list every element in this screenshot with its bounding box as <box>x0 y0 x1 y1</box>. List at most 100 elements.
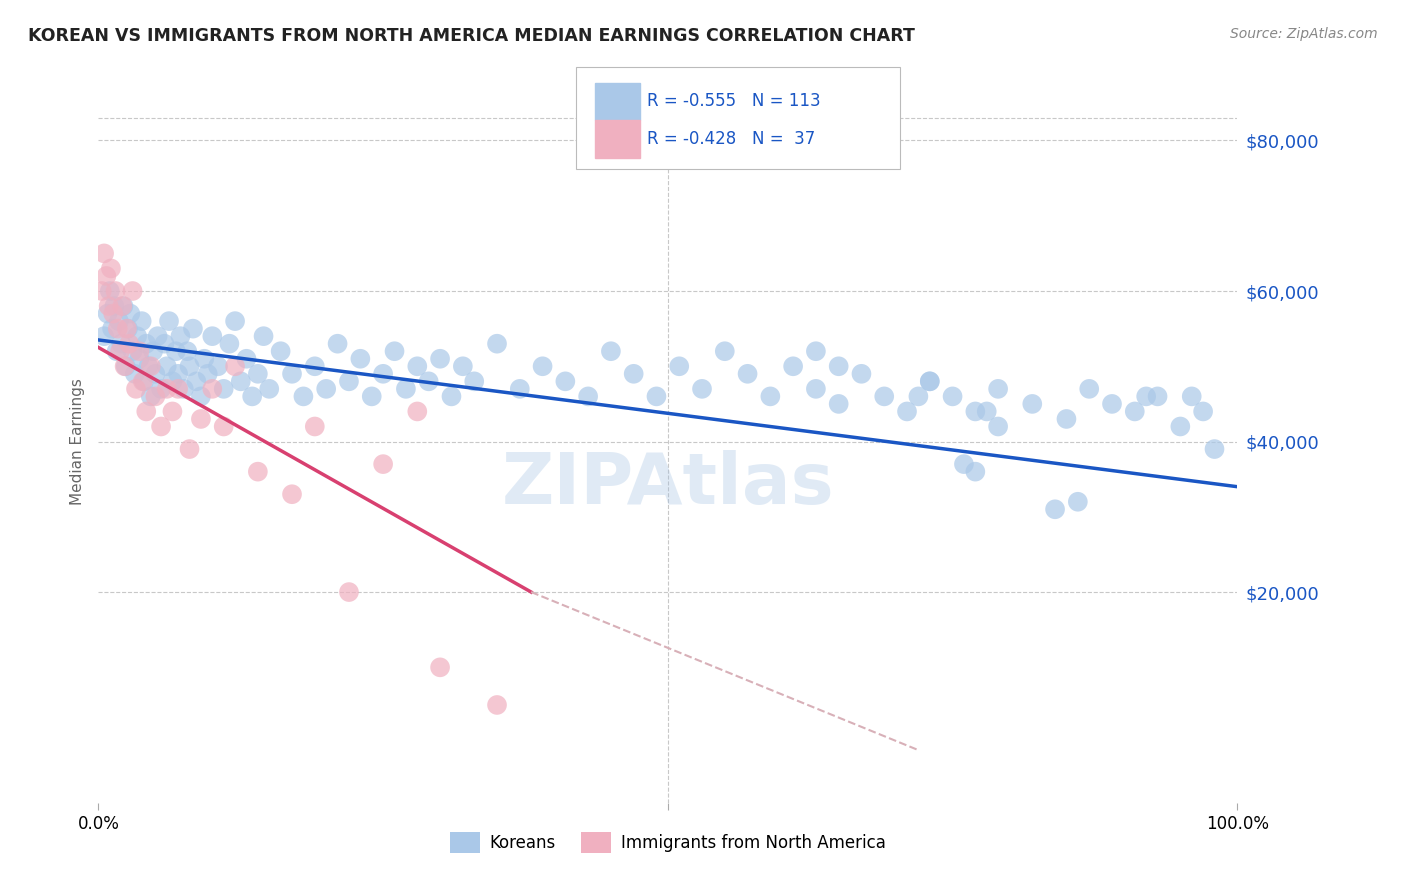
Point <box>1135 389 1157 403</box>
Text: Source: ZipAtlas.com: Source: ZipAtlas.com <box>1230 27 1378 41</box>
Point <box>509 382 531 396</box>
Point <box>121 344 143 359</box>
Point <box>162 375 184 389</box>
Point <box>179 359 201 374</box>
Point <box>186 375 208 389</box>
Point <box>326 336 349 351</box>
Point <box>190 389 212 403</box>
Legend: Koreans, Immigrants from North America: Koreans, Immigrants from North America <box>443 826 893 860</box>
Point <box>173 382 195 396</box>
Point <box>782 359 804 374</box>
Point <box>193 351 215 366</box>
Point <box>167 367 190 381</box>
Point <box>486 698 509 712</box>
Point <box>690 382 713 396</box>
Point <box>162 404 184 418</box>
Text: ZIPAtlas: ZIPAtlas <box>502 450 834 519</box>
Point <box>896 404 918 418</box>
Point <box>304 419 326 434</box>
Point <box>292 389 315 403</box>
Point <box>1054 412 1078 426</box>
Point <box>360 389 382 403</box>
Point <box>145 367 167 381</box>
Point <box>953 457 976 471</box>
Point <box>395 382 418 396</box>
Point <box>107 321 129 335</box>
Point <box>165 344 187 359</box>
Point <box>156 382 179 396</box>
Point <box>281 367 304 381</box>
Point <box>384 344 406 359</box>
Point <box>429 351 451 366</box>
Point <box>124 367 146 381</box>
Point <box>281 487 304 501</box>
Point <box>1043 502 1066 516</box>
Point <box>851 367 873 381</box>
Text: KOREAN VS IMMIGRANTS FROM NORTH AMERICA MEDIAN EARNINGS CORRELATION CHART: KOREAN VS IMMIGRANTS FROM NORTH AMERICA … <box>28 27 915 45</box>
Point <box>135 404 157 418</box>
Point <box>103 299 125 313</box>
Point <box>125 382 148 396</box>
Point <box>145 389 167 403</box>
Point <box>804 382 827 396</box>
Point <box>121 284 143 298</box>
Point <box>181 321 204 335</box>
Point <box>212 382 235 396</box>
Point <box>190 412 212 426</box>
Point <box>139 389 162 403</box>
Point <box>93 329 115 343</box>
Point <box>235 351 257 366</box>
Point <box>135 336 157 351</box>
Point <box>105 344 128 359</box>
Point <box>554 375 576 389</box>
Point <box>623 367 645 381</box>
Point <box>157 314 180 328</box>
Point <box>103 307 125 321</box>
Point <box>246 367 269 381</box>
Point <box>337 585 360 599</box>
Point <box>139 359 162 374</box>
Point <box>101 321 124 335</box>
Point <box>315 382 337 396</box>
Point <box>117 321 139 335</box>
Point <box>127 329 149 343</box>
Point <box>114 359 136 374</box>
Point <box>132 375 155 389</box>
Point <box>169 329 191 343</box>
Point <box>146 329 169 343</box>
Point <box>118 336 141 351</box>
Point <box>224 359 246 374</box>
Point <box>96 307 118 321</box>
Point <box>737 367 759 381</box>
Point <box>212 419 235 434</box>
Point <box>828 397 851 411</box>
Point <box>1192 404 1215 418</box>
Point <box>128 351 150 366</box>
Point <box>668 359 690 374</box>
Point <box>201 382 224 396</box>
Point <box>96 268 118 283</box>
Point <box>93 246 115 260</box>
Point <box>371 457 394 471</box>
Point <box>429 660 451 674</box>
Point <box>270 344 292 359</box>
Point <box>150 419 173 434</box>
Point <box>100 261 122 276</box>
Point <box>918 375 941 389</box>
Point <box>531 359 554 374</box>
Point <box>918 375 941 389</box>
Point <box>108 314 131 328</box>
Point <box>987 382 1010 396</box>
Point <box>406 404 429 418</box>
Point <box>150 382 173 396</box>
Point <box>418 375 440 389</box>
Point <box>131 314 153 328</box>
Point <box>207 359 229 374</box>
Point <box>371 367 394 381</box>
Point <box>98 284 121 298</box>
Point <box>1067 494 1090 508</box>
Point <box>976 404 998 418</box>
Point <box>1101 397 1123 411</box>
Point <box>1146 389 1168 403</box>
Point <box>349 351 371 366</box>
